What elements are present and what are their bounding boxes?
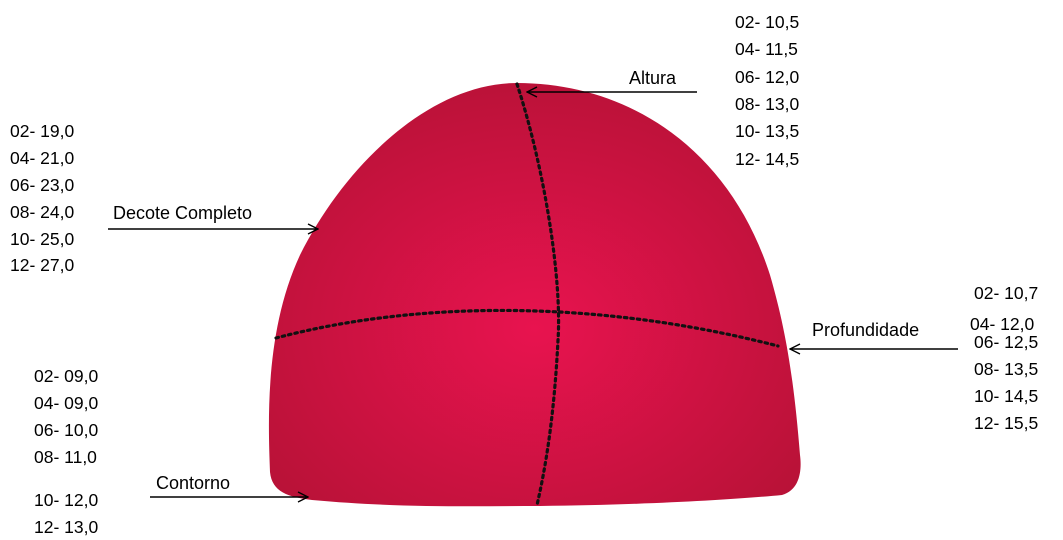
decote-size-list: 02- 19,0 04- 21,0 06- 23,0 08- 24,0 10- … xyxy=(10,121,74,275)
decote-label: Decote Completo xyxy=(113,203,252,223)
altura-size-5: 12- 14,5 xyxy=(735,149,799,169)
altura-size-4: 10- 13,5 xyxy=(735,121,799,141)
decote-size-0: 02- 19,0 xyxy=(10,121,74,141)
decote-size-1: 04- 21,0 xyxy=(10,148,74,168)
profundidade-size-5: 12- 15,5 xyxy=(974,413,1038,433)
altura-size-1: 04- 11,5 xyxy=(735,39,798,59)
depth-guide-line xyxy=(274,308,780,348)
contorno-size-0: 02- 09,0 xyxy=(34,366,98,386)
contorno-size-1: 04- 09,0 xyxy=(34,393,98,413)
altura-size-list: 02- 10,5 04- 11,5 06- 12,0 08- 13,0 10- … xyxy=(735,12,799,169)
profundidade-size-3: 08- 13,5 xyxy=(974,359,1038,379)
profundidade-size-2: 06- 12,5 xyxy=(974,332,1038,352)
contorno-size-4: 10- 12,0 xyxy=(34,490,98,510)
contorno-size-2: 06- 10,0 xyxy=(34,420,98,440)
profundidade-label: Profundidade xyxy=(812,320,919,340)
profundidade-size-1: 04- 12,0 xyxy=(970,314,1034,334)
decote-size-2: 06- 23,0 xyxy=(10,175,74,195)
profundidade-size-0: 02- 10,7 xyxy=(974,283,1038,303)
contorno-size-5: 12- 13,0 xyxy=(34,517,98,537)
altura-size-3: 08- 13,0 xyxy=(735,94,799,114)
decote-size-5: 12- 27,0 xyxy=(10,255,74,275)
height-guide-line xyxy=(515,82,561,507)
contorno-label: Contorno xyxy=(156,473,230,493)
altura-size-2: 06- 12,0 xyxy=(735,67,799,87)
altura-label: Altura xyxy=(629,68,677,88)
profundidade-size-4: 10- 14,5 xyxy=(974,386,1038,406)
cup-shape xyxy=(268,83,801,507)
contorno-size-list: 02- 09,0 04- 09,0 06- 10,0 08- 11,0 10- … xyxy=(34,366,98,537)
decote-size-4: 10- 25,0 xyxy=(10,229,74,249)
profundidade-size-list: 02- 10,7 04- 12,0 06- 12,5 08- 13,5 10- … xyxy=(970,283,1038,433)
altura-size-0: 02- 10,5 xyxy=(735,12,799,32)
decote-size-3: 08- 24,0 xyxy=(10,202,74,222)
contorno-size-3: 08- 11,0 xyxy=(34,447,97,467)
